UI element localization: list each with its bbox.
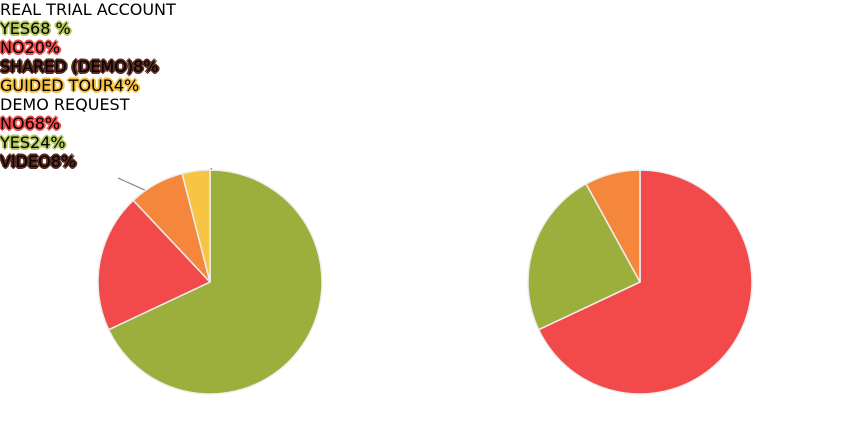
slice-value-label: 24% bbox=[30, 133, 66, 152]
slice-category: VIDEO bbox=[0, 152, 51, 171]
slice-value-label: 4% bbox=[113, 76, 140, 95]
slice-value-label: 68 % bbox=[30, 19, 71, 38]
slice-value-label: 68% bbox=[24, 114, 61, 133]
slice-label: YES68 % bbox=[0, 19, 850, 38]
slice-category: NO bbox=[0, 114, 25, 133]
pie-slice bbox=[181, 169, 211, 283]
pie-slice bbox=[97, 199, 212, 331]
slice-value-label: 8% bbox=[133, 57, 159, 76]
slice-label: NO68% bbox=[0, 114, 850, 133]
slice-label: YES24% bbox=[0, 133, 850, 152]
pie-slice bbox=[585, 169, 641, 283]
slice-category: SHARED (DEMO) bbox=[0, 57, 134, 76]
chart-title: REAL TRIAL ACCOUNT bbox=[0, 0, 176, 19]
slice-label: GUIDED TOUR4% bbox=[0, 76, 850, 95]
slice-category: YES bbox=[0, 133, 31, 152]
slice-value-label: 8% bbox=[50, 152, 77, 171]
slice-label: NO20% bbox=[0, 38, 850, 57]
slice-category: GUIDED TOUR bbox=[0, 76, 114, 95]
slice-label: VIDEO8% bbox=[0, 152, 850, 171]
chart-title: DEMO REQUEST bbox=[0, 95, 130, 114]
pie-slice bbox=[107, 169, 323, 395]
pie-slice bbox=[527, 182, 642, 331]
slice-value-label: 20% bbox=[24, 38, 61, 57]
slice-category: YES bbox=[0, 19, 31, 38]
pie-slice bbox=[537, 169, 753, 395]
slice-label: SHARED (DEMO)8% bbox=[0, 57, 850, 76]
slice-category: NO bbox=[0, 38, 25, 57]
